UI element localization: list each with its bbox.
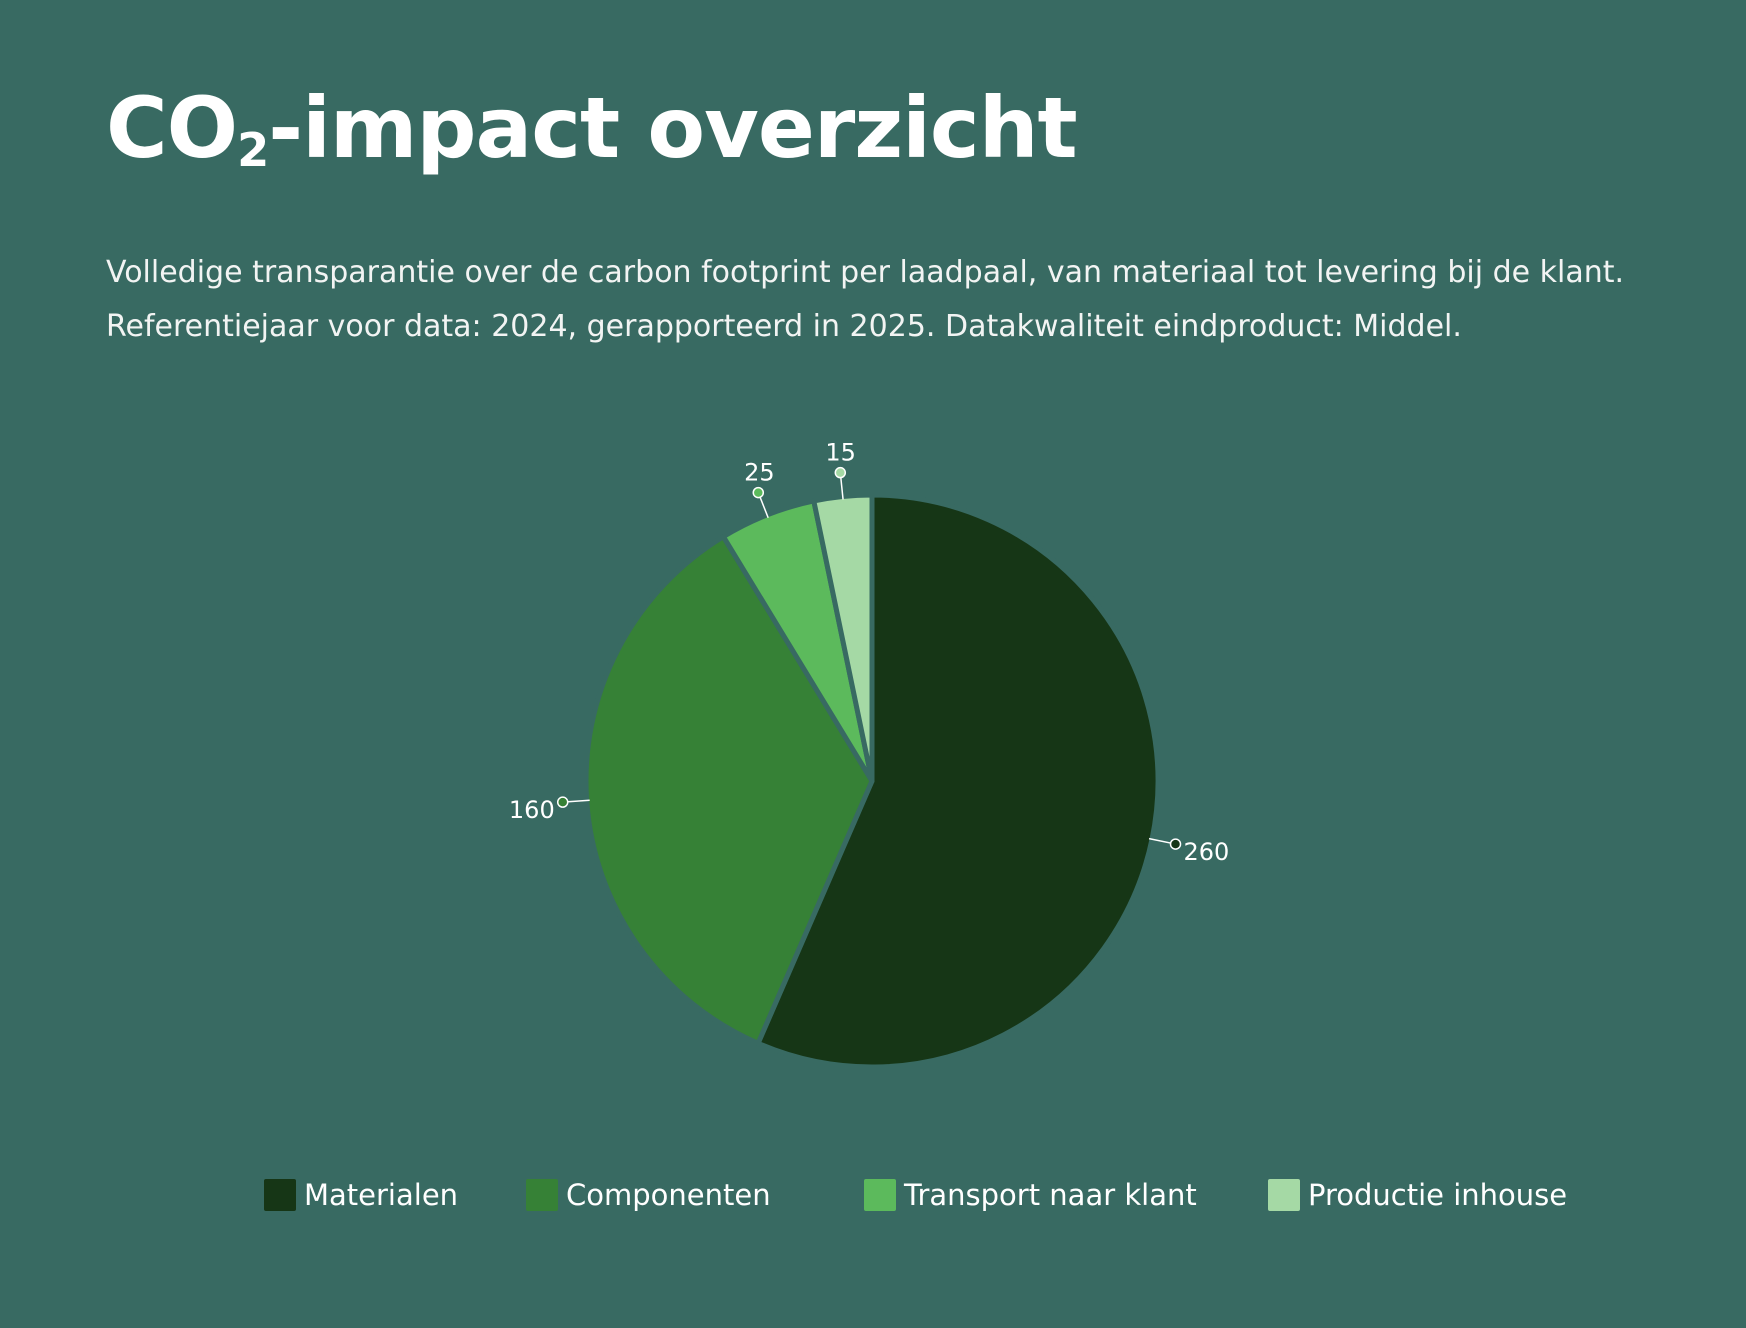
legend-label-componenten: Componenten — [566, 1178, 771, 1212]
chart-legend: Materialen Componenten Transport naar kl… — [0, 1178, 1746, 1214]
legend-label-materialen: Materialen — [304, 1178, 459, 1212]
page-title-rest: -impact overzicht — [268, 79, 1077, 177]
label-marker-materialen — [1169, 838, 1182, 850]
page-title-main: CO — [106, 79, 238, 177]
legend-item-componenten[interactable]: Componenten — [526, 1178, 771, 1212]
legend-swatch-productie-inhouse — [1268, 1179, 1300, 1211]
page-title: CO2-impact overzicht — [106, 79, 1078, 178]
legend-label-productie-inhouse: Productie inhouse — [1308, 1178, 1568, 1212]
data-label-productie-inhouse: 15 — [825, 439, 856, 467]
legend-swatch-componenten — [526, 1179, 558, 1211]
legend-item-transport-naar-klant[interactable]: Transport naar klant — [864, 1178, 1197, 1212]
data-label-transport-naar-klant: 25 — [744, 459, 775, 487]
label-marker-componenten — [556, 796, 569, 808]
data-label-componenten: 160 — [509, 796, 555, 824]
label-marker-transport-naar-klant — [752, 486, 765, 499]
legend-swatch-transport-naar-klant — [864, 1179, 896, 1211]
page-title-subscript: 2 — [237, 123, 269, 178]
label-marker-productie-inhouse — [834, 466, 847, 479]
legend-item-productie-inhouse[interactable]: Productie inhouse — [1268, 1178, 1567, 1212]
page-subtitle: Volledige transparantie over de carbon f… — [106, 255, 1625, 344]
legend-swatch-materialen — [264, 1179, 296, 1211]
data-label-materialen: 260 — [1184, 838, 1230, 866]
legend-item-materialen[interactable]: Materialen — [264, 1178, 458, 1212]
legend-label-transport-naar-klant: Transport naar klant — [904, 1178, 1197, 1212]
